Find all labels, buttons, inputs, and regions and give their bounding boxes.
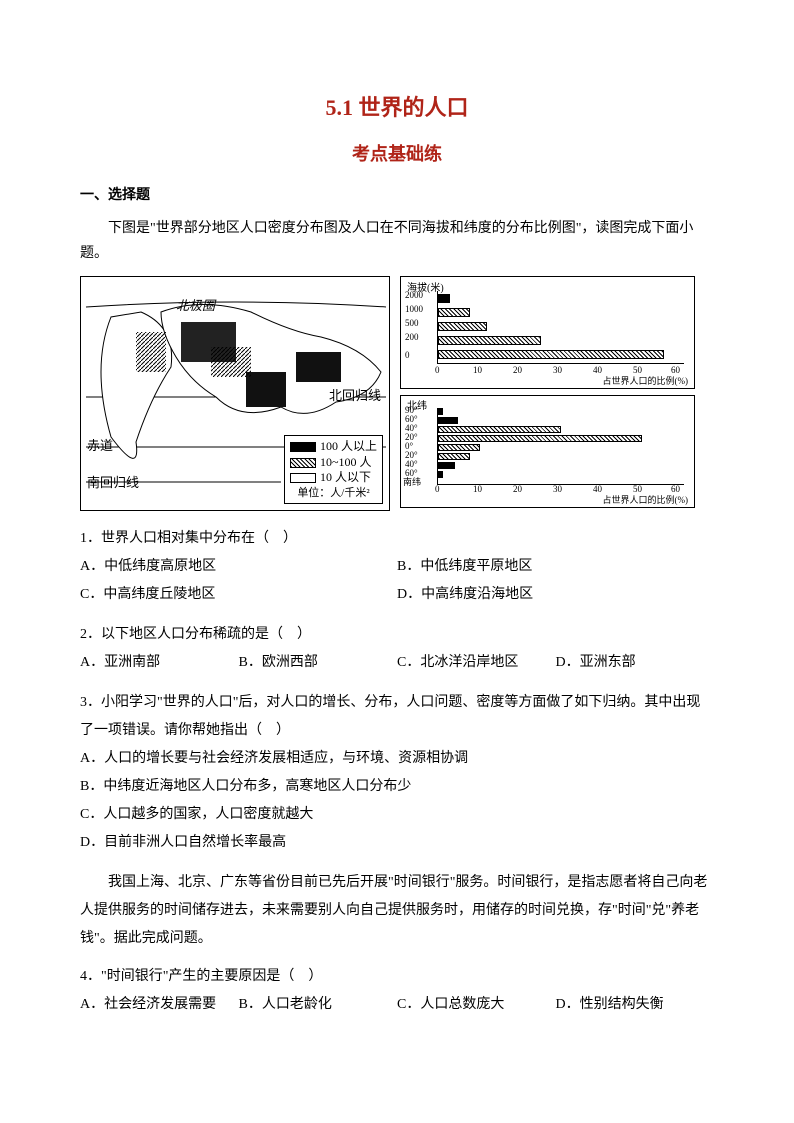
xtick: 0 [435,484,440,494]
legend-swatch-hatch [290,458,316,468]
map-label-equator: 赤道 [87,435,113,454]
option-a[interactable]: A．中低纬度高原地区 [80,553,397,581]
chart-xlabel: 占世界人口的比例(%) [603,493,689,506]
bar [438,408,443,415]
xtick: 40 [593,365,602,375]
option-c[interactable]: C．中高纬度丘陵地区 [80,581,397,609]
option-d[interactable]: D．目前非洲人口自然增长率最高 [80,829,714,857]
option-b[interactable]: B．中纬度近海地区人口分布多，高寒地区人口分布少 [80,773,714,801]
map-unit: 单位：人/千米² [290,486,377,500]
legend-row: 10~100 人 [290,455,377,471]
xtick: 20 [513,365,522,375]
ytick: 1000 [405,305,423,314]
option-c[interactable]: C．北冰洋沿岸地区 [397,649,556,677]
bar [438,350,664,359]
question-4: 4．"时间银行"产生的主要原因是（ ） A．社会经济发展需要 B．人口老龄化 C… [80,963,714,1019]
xtick: 0 [435,365,440,375]
bar [438,462,455,469]
question-1: 1．世界人口相对集中分布在（ ） A．中低纬度高原地区 B．中低纬度平原地区 C… [80,525,714,609]
options: A．中低纬度高原地区 B．中低纬度平原地区 C．中高纬度丘陵地区 D．中高纬度沿… [80,553,714,609]
bar [438,435,642,442]
charts-column: 海拔(米) 2000 1000 500 200 0 0 10 20 30 40 … [400,276,695,508]
option-a[interactable]: A．人口的增长要与社会经济发展相适应，与环境、资源相协调 [80,745,714,773]
xtick: 10 [473,484,482,494]
map-figure: 北极圈 北回归线 赤道 南回归线 100 人以上 10~100 人 10 人以下… [80,276,390,511]
option-d[interactable]: D．性别结构失衡 [556,991,715,1019]
ytick: 200 [405,333,419,342]
bar [438,308,470,317]
bar [438,417,458,424]
map-label-tropic-s: 南回归线 [87,472,139,491]
options: A．社会经济发展需要 B．人口老龄化 C．人口总数庞大 D．性别结构失衡 [80,991,714,1019]
option-d[interactable]: D．亚洲东部 [556,649,715,677]
question-stem: 1．世界人口相对集中分布在（ ） [80,525,714,553]
bar [438,453,470,460]
legend-row: 10 人以下 [290,470,377,486]
option-b[interactable]: B．人口老龄化 [239,991,398,1019]
option-c[interactable]: C．人口越多的国家，人口密度就越大 [80,801,714,829]
question-stem: 3．小阳学习"世界的人口"后，对人口的增长、分布，人口问题、密度等方面做了如下归… [80,689,714,745]
map-label-arctic: 北极圈 [176,295,215,314]
xtick: 40 [593,484,602,494]
page-subtitle: 考点基础练 [80,140,714,166]
ytick: 2000 [405,291,423,300]
option-b[interactable]: B．欧洲西部 [239,649,398,677]
legend-swatch-solid [290,442,316,452]
legend-swatch-none [290,473,316,483]
chart-bar-area [437,408,684,485]
ytick: 500 [405,319,419,328]
intro-paragraph: 下图是"世界部分地区人口密度分布图及人口在不同海拔和纬度的分布比例图"，读图完成… [80,216,714,266]
question-stem: 4．"时间银行"产生的主要原因是（ ） [80,963,714,991]
legend-label: 10 人以下 [320,470,371,486]
bar [438,322,487,331]
question-3: 3．小阳学习"世界的人口"后，对人口的增长、分布，人口问题、密度等方面做了如下归… [80,689,714,857]
legend-label: 100 人以上 [320,439,377,455]
latitude-chart: 北纬 90° 60° 40° 20° 0° 20° 40° 60° 南纬 0 1… [400,395,695,508]
option-b[interactable]: B．中低纬度平原地区 [397,553,714,581]
map-label-tropic: 北回归线 [329,385,381,404]
options: A．亚洲南部 B．欧洲西部 C．北冰洋沿岸地区 D．亚洲东部 [80,649,714,677]
elevation-chart: 海拔(米) 2000 1000 500 200 0 0 10 20 30 40 … [400,276,695,389]
bar [438,471,443,478]
question-stem: 2．以下地区人口分布稀疏的是（ ） [80,621,714,649]
option-c[interactable]: C．人口总数庞大 [397,991,556,1019]
map-legend: 100 人以上 10~100 人 10 人以下 单位：人/千米² [284,435,383,504]
option-d[interactable]: D．中高纬度沿海地区 [397,581,714,609]
xtick: 30 [553,365,562,375]
chart-title2: 南纬 [403,478,421,487]
chart-bar-area [437,291,684,364]
passage: 我国上海、北京、广东等省份目前已先后开展"时间银行"服务。时间银行，是指志愿者将… [80,869,714,953]
page-title: 5.1 世界的人口 [80,90,714,122]
xtick: 10 [473,365,482,375]
bar [438,294,450,303]
ytick: 0 [405,351,410,360]
figure-row: 北极圈 北回归线 赤道 南回归线 100 人以上 10~100 人 10 人以下… [80,276,714,511]
section-heading: 一、选择题 [80,184,714,204]
option-a[interactable]: A．社会经济发展需要 [80,991,239,1019]
xtick: 20 [513,484,522,494]
chart-xlabel: 占世界人口的比例(%) [603,374,689,387]
option-a[interactable]: A．亚洲南部 [80,649,239,677]
xtick: 30 [553,484,562,494]
question-2: 2．以下地区人口分布稀疏的是（ ） A．亚洲南部 B．欧洲西部 C．北冰洋沿岸地… [80,621,714,677]
legend-row: 100 人以上 [290,439,377,455]
bar [438,444,480,451]
bar [438,336,541,345]
bar [438,426,561,433]
legend-label: 10~100 人 [320,455,372,471]
